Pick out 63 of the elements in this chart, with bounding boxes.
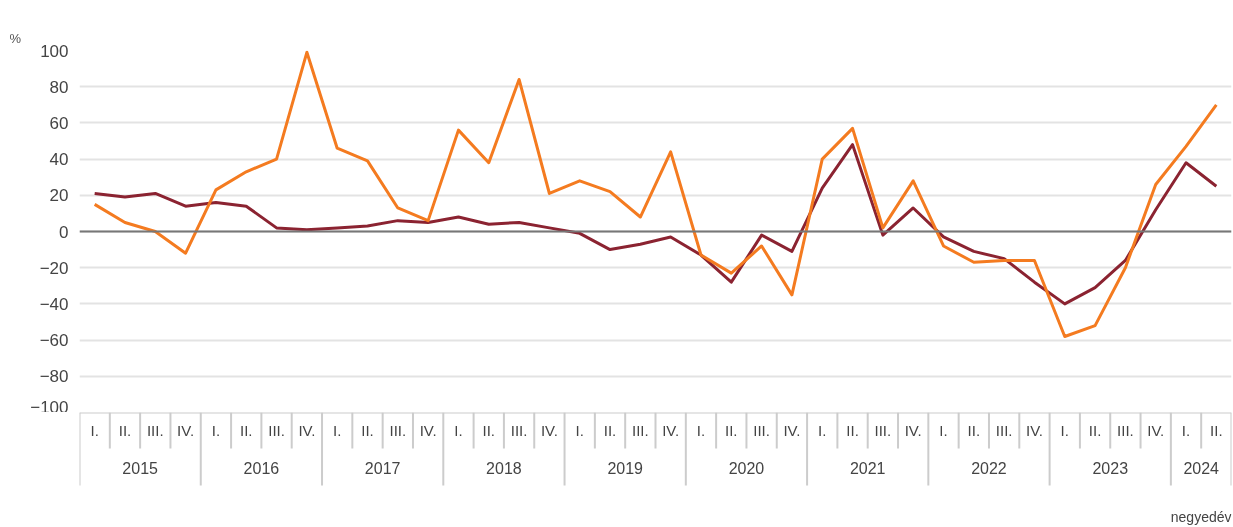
x-tick-label: III. <box>753 422 770 439</box>
x-tick-label: III. <box>632 422 649 439</box>
line-series <box>93 50 1218 338</box>
x-tick-label: III. <box>268 422 285 439</box>
y-tick-label: −20 <box>39 258 69 278</box>
x-tick-label: I. <box>1181 422 1191 439</box>
y-tick-label: 100 <box>40 41 69 61</box>
x-tick-label: II. <box>603 422 617 439</box>
y-tick-label: 60 <box>49 113 69 133</box>
x-tick-label: II. <box>1088 422 1102 439</box>
x-tick-label: I. <box>575 422 584 439</box>
x-tick-label: IV. <box>177 422 195 439</box>
y-tick-label: 20 <box>49 186 69 206</box>
text: 2018 <box>486 459 522 477</box>
x-tick-label: II. <box>846 422 859 439</box>
x-tick-label: IV. <box>1147 422 1165 439</box>
text: 2023 <box>1092 459 1129 477</box>
line-series <box>93 143 1218 306</box>
x-tick-label: IV. <box>540 422 558 439</box>
x-tick-label: IV. <box>298 422 316 439</box>
x-tick-label: I. <box>939 422 948 439</box>
x-tick-label: II. <box>118 422 132 439</box>
x-tick-label: I. <box>818 422 827 439</box>
x-tick-label: I. <box>454 422 463 439</box>
text: 2020 <box>728 459 765 477</box>
x-tick-label: III. <box>389 422 407 439</box>
x-tick-label: I. <box>90 422 99 439</box>
text: 2017 <box>364 459 401 477</box>
x-tick-label: I. <box>333 422 342 439</box>
x-tick-label: I. <box>696 422 706 439</box>
x-axis-title: negyedév <box>1170 508 1232 525</box>
y-tick-label: −100 <box>30 397 69 417</box>
x-tick-label: III. <box>510 422 528 439</box>
text: 2024 <box>1183 459 1220 477</box>
y-tick-label: 80 <box>49 77 69 97</box>
text: 2016 <box>243 459 280 477</box>
y-tick-label: −80 <box>39 367 69 387</box>
y-tick-label: 40 <box>49 150 69 170</box>
x-tick-label: III. <box>995 422 1013 439</box>
x-tick-label: II. <box>239 422 253 439</box>
y-tick-label: 0 <box>59 222 69 242</box>
x-tick-label: III. <box>146 422 164 439</box>
x-tick-label: I. <box>1060 422 1069 439</box>
x-tick-label: III. <box>1117 422 1134 439</box>
text: 2015 <box>122 459 159 477</box>
x-tick-label: IV. <box>419 422 437 439</box>
x-tick-label: IV. <box>662 422 680 439</box>
y-tick-label: −40 <box>39 294 69 314</box>
y-axis-title: % <box>9 30 22 46</box>
x-tick-label: II. <box>967 422 981 439</box>
text: 2022 <box>971 459 1007 477</box>
x-tick-label: IV. <box>1025 422 1043 439</box>
x-tick-label: II. <box>482 422 496 439</box>
text: 2021 <box>849 459 886 477</box>
x-tick-label: I. <box>211 422 221 439</box>
x-tick-label: IV. <box>904 422 922 439</box>
text: 2019 <box>607 459 644 477</box>
x-tick-label: II. <box>725 422 738 439</box>
x-tick-label: IV. <box>783 422 801 439</box>
x-tick-label: II. <box>361 422 374 439</box>
y-tick-label: −60 <box>39 331 69 351</box>
x-tick-label: III. <box>874 422 892 439</box>
x-tick-label: II. <box>1210 422 1223 439</box>
